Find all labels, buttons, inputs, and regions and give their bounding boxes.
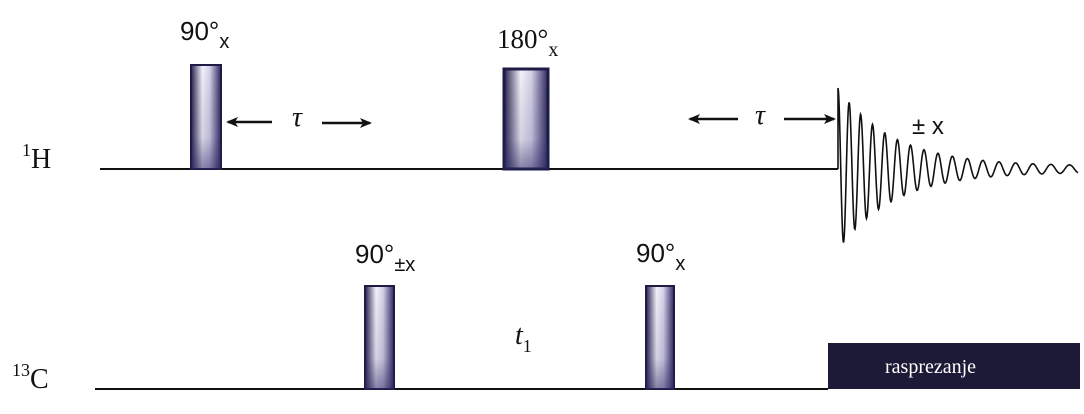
tau-1-label: τ [292,102,303,133]
decoupling-label: rasprezanje [885,356,976,378]
proton-channel-label: 1H [22,140,51,175]
carbon-90-pulse-first-label: 90°±x [355,239,415,276]
proton-90-pulse [190,64,222,170]
t1-evolution-label: t1 [515,320,532,356]
tau-delay-1: τ [226,102,372,133]
proton-180-pulse-label: 180°x [497,24,558,61]
tau-delay-2: τ [688,100,836,131]
carbon-90-pulse-first [364,285,395,390]
proton-90-pulse-label: 90°x [180,16,229,53]
tau-2-label: τ [755,100,766,131]
fid-signal [837,87,1079,243]
decoupling-block [828,343,1080,389]
acquisition-phase-label: ± x [912,113,944,140]
carbon-90-pulse-second [645,285,675,390]
carbon-90-pulse-second-label: 90°x [636,238,685,275]
carbon-channel-label: 13C [12,360,49,395]
proton-180-pulse [502,67,550,171]
